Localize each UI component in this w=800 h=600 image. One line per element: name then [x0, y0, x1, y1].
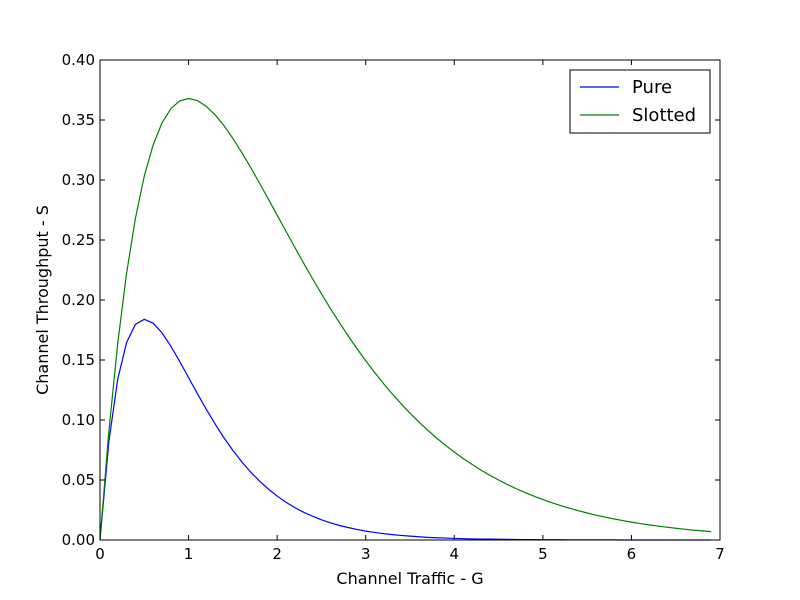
- legend-label-pure: Pure: [632, 77, 672, 98]
- y-tick-label: 0.05: [62, 471, 95, 489]
- y-tick-label: 0.25: [62, 231, 95, 249]
- x-tick-label: 4: [450, 545, 460, 563]
- y-tick-label: 0.35: [62, 111, 95, 129]
- x-tick-label: 2: [272, 545, 282, 563]
- y-tick-label: 0.40: [62, 51, 95, 69]
- legend-box: [569, 69, 711, 134]
- y-tick-label: 0.00: [62, 531, 95, 549]
- x-tick-label: 6: [627, 545, 637, 563]
- legend: Pure Slotted: [569, 69, 711, 134]
- x-tick-label: 1: [184, 545, 194, 563]
- y-tick-label: 0.20: [62, 291, 95, 309]
- legend-label-slotted: Slotted: [632, 105, 696, 126]
- y-tick-label: 0.15: [62, 351, 95, 369]
- x-axis-label: Channel Traffic - G: [336, 569, 483, 588]
- y-axis-label: Channel Throughput - S: [33, 205, 52, 395]
- x-tick-label: 7: [715, 545, 725, 563]
- ticks-layer: 0 1 2 3 4 5 6 7 0.00 0.05 0.10 0.15 0.20 0.25 0.30 0.35…: [62, 51, 725, 563]
- series-line-slotted: [99, 97, 712, 541]
- x-tick-label: 0: [95, 545, 105, 563]
- x-tick-label: 5: [538, 545, 548, 563]
- x-tick-label: 3: [361, 545, 371, 563]
- y-tick-label: 0.30: [62, 171, 95, 189]
- y-tick-label: 0.10: [62, 411, 95, 429]
